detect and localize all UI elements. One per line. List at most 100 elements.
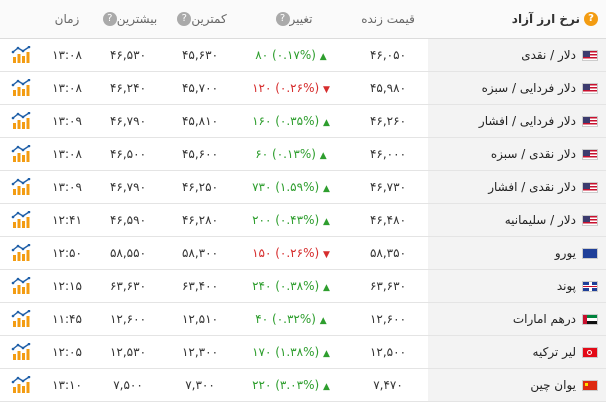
chart-icon[interactable] <box>0 302 42 336</box>
update-time: ۱۳:۰۹ <box>42 104 92 138</box>
high-price: ۶۳,۶۳۰ <box>92 269 164 303</box>
us-flag-icon <box>582 82 598 94</box>
update-time: ۱۲:۱۵ <box>42 269 92 303</box>
low-price: ۶۳,۴۰۰ <box>164 269 236 303</box>
us-flag-icon <box>582 148 598 160</box>
help-icon[interactable]: ? <box>584 12 598 26</box>
cn-flag-icon <box>582 379 598 391</box>
arrow-up-icon: ▲ <box>319 51 327 62</box>
high-price: ۴۶,۵۹۰ <box>92 203 164 237</box>
low-price: ۴۵,۸۱۰ <box>164 104 236 138</box>
chart-icon[interactable] <box>0 137 42 171</box>
currency-name[interactable]: دلار نقدی / سبزه <box>428 137 606 171</box>
currency-name[interactable]: دلار / نقدی <box>428 38 606 72</box>
chart-icon[interactable] <box>0 203 42 237</box>
low-price: ۴۶,۲۵۰ <box>164 170 236 204</box>
table-row[interactable]: یورو ۵۸,۳۵۰ ▼ (۰.۲۶%) ۱۵۰ ۵۸,۳۰۰ ۵۸,۵۵۰ ۱۲:۵۰ <box>0 236 606 270</box>
update-time: ۱۱:۴۵ <box>42 302 92 336</box>
currency-name[interactable]: لیر ترکیه <box>428 335 606 369</box>
table-row[interactable]: لیر ترکیه ۱۲,۵۰۰ ▲ (۱.۳۸%) ۱۷۰ ۱۲,۳۰۰ ۱۲,۵۳۰… <box>0 335 606 369</box>
live-price: ۷,۴۷۰ <box>348 368 428 402</box>
arrow-up-icon: ▲ <box>323 183 330 194</box>
live-price: ۴۶,۰۵۰ <box>348 38 428 72</box>
low-price: ۱۲,۵۱۰ <box>164 302 236 336</box>
help-icon[interactable]: ? <box>102 12 117 26</box>
live-price: ۴۵,۹۸۰ <box>348 71 428 105</box>
header-change: تغییر? <box>236 0 348 39</box>
help-icon[interactable]: ? <box>275 12 290 26</box>
chart-icon[interactable] <box>0 335 42 369</box>
high-price: ۴۶,۷۹۰ <box>92 104 164 138</box>
change-cell: ▲ (۰.۴۳%) ۲۰۰ <box>236 203 348 237</box>
change-cell: ▲ (۰.۱۳%) ۶۰ <box>236 137 348 171</box>
currency-name[interactable]: یورو <box>428 236 606 270</box>
us-flag-icon <box>582 214 598 226</box>
us-flag-icon <box>582 49 598 61</box>
change-cell: ▲ (۰.۳۲%) ۴۰ <box>236 302 348 336</box>
arrow-down-icon: ▼ <box>323 84 330 95</box>
help-icon[interactable]: ? <box>177 12 192 26</box>
low-price: ۴۵,۷۰۰ <box>164 71 236 105</box>
currency-name[interactable]: دلار فردایی / سبزه <box>428 71 606 105</box>
currency-name[interactable]: درهم امارات <box>428 302 606 336</box>
chart-icon[interactable] <box>0 170 42 204</box>
chart-icon[interactable] <box>0 236 42 270</box>
table-row[interactable]: دلار نقدی / افشار ۴۶,۷۳۰ ▲ (۱.۵۹%) ۷۳۰ ۴۶,۲… <box>0 170 606 204</box>
currency-name[interactable]: دلار فردایی / افشار <box>428 104 606 138</box>
chart-icon[interactable] <box>0 38 42 72</box>
currency-name[interactable]: دلار نقدی / افشار <box>428 170 606 204</box>
arrow-down-icon: ▼ <box>323 249 330 260</box>
ae-flag-icon <box>582 313 598 325</box>
change-cell: ▲ (۳.۰۳%) ۲۲۰ <box>236 368 348 402</box>
change-cell: ▼ (۰.۲۶%) ۱۵۰ <box>236 236 348 270</box>
table-row[interactable]: دلار فردایی / افشار ۴۶,۲۶۰ ▲ (۰.۳۵%) ۱۶۰ ۴۵… <box>0 104 606 138</box>
currency-name[interactable]: دلار / سلیمانیه <box>428 203 606 237</box>
live-price: ۴۶,۲۶۰ <box>348 104 428 138</box>
table-row[interactable]: دلار / سلیمانیه ۴۶,۴۸۰ ▲ (۰.۴۳%) ۲۰۰ ۴۶,۲۸۰… <box>0 203 606 237</box>
header-low: کمترین? <box>164 0 236 39</box>
update-time: ۱۳:۰۹ <box>42 170 92 204</box>
currency-name[interactable]: یوان چین <box>428 368 606 402</box>
live-price: ۴۶,۷۳۰ <box>348 170 428 204</box>
table-row[interactable]: یوان چین ۷,۴۷۰ ▲ (۳.۰۳%) ۲۲۰ ۷,۳۰۰ ۷,۵۰۰ ۱۳:۱… <box>0 368 606 402</box>
chart-icon[interactable] <box>0 104 42 138</box>
header-high: بیشترین? <box>92 0 164 39</box>
table-header: ?نرخ ارز آزاد قیمت زنده تغییر? کمترین? ب… <box>0 0 606 39</box>
low-price: ۴۵,۶۰۰ <box>164 137 236 171</box>
update-time: ۱۳:۰۸ <box>42 38 92 72</box>
arrow-up-icon: ▲ <box>319 315 327 326</box>
update-time: ۱۳:۱۰ <box>42 368 92 402</box>
arrow-up-icon: ▲ <box>323 216 330 227</box>
table-row[interactable]: درهم امارات ۱۲,۶۰۰ ▲ (۰.۳۲%) ۴۰ ۱۲,۵۱۰ ۱۲,۶۰… <box>0 302 606 336</box>
chart-icon[interactable] <box>0 368 42 402</box>
change-cell: ▲ (۰.۳۸%) ۲۴۰ <box>236 269 348 303</box>
high-price: ۱۲,۶۰۰ <box>92 302 164 336</box>
live-price: ۴۶,۴۸۰ <box>348 203 428 237</box>
table-row[interactable]: دلار نقدی / سبزه ۴۶,۰۰۰ ▲ (۰.۱۳%) ۶۰ ۴۵,۶۰۰… <box>0 137 606 171</box>
live-price: ۱۲,۵۰۰ <box>348 335 428 369</box>
arrow-up-icon: ▲ <box>323 348 330 359</box>
live-price: ۱۲,۶۰۰ <box>348 302 428 336</box>
table-row[interactable]: دلار / نقدی ۴۶,۰۵۰ ▲ (۰.۱۷%) ۸۰ ۴۵,۶۳۰ ۴۶,۵۳… <box>0 38 606 72</box>
high-price: ۵۸,۵۵۰ <box>92 236 164 270</box>
table-row[interactable]: دلار فردایی / سبزه ۴۵,۹۸۰ ▼ (۰.۲۶%) ۱۲۰ ۴۵,… <box>0 71 606 105</box>
high-price: ۴۶,۷۹۰ <box>92 170 164 204</box>
arrow-up-icon: ▲ <box>323 282 330 293</box>
currency-name[interactable]: پوند <box>428 269 606 303</box>
arrow-up-icon: ▲ <box>323 117 330 128</box>
chart-icon[interactable] <box>0 269 42 303</box>
high-price: ۴۶,۵۳۰ <box>92 38 164 72</box>
header-title: ?نرخ ارز آزاد <box>428 0 606 39</box>
tr-flag-icon <box>582 346 598 358</box>
update-time: ۱۲:۰۵ <box>42 335 92 369</box>
arrow-up-icon: ▲ <box>323 381 330 392</box>
high-price: ۴۶,۲۴۰ <box>92 71 164 105</box>
eu-flag-icon <box>582 247 598 259</box>
chart-icon[interactable] <box>0 71 42 105</box>
change-cell: ▲ (۰.۳۵%) ۱۶۰ <box>236 104 348 138</box>
table-row[interactable]: پوند ۶۳,۶۳۰ ▲ (۰.۳۸%) ۲۴۰ ۶۳,۴۰۰ ۶۳,۶۳۰ ۱۲:۱۵ <box>0 269 606 303</box>
update-time: ۱۲:۵۰ <box>42 236 92 270</box>
change-cell: ▼ (۰.۲۶%) ۱۲۰ <box>236 71 348 105</box>
